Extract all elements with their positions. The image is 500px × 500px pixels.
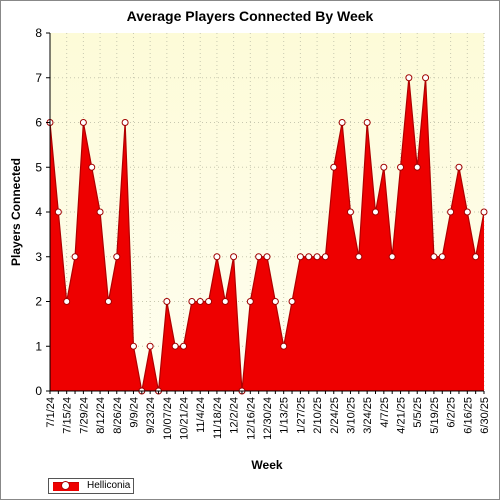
x-tick-label: 6/30/25 bbox=[479, 397, 491, 434]
data-point bbox=[430, 253, 438, 261]
legend-marker bbox=[61, 481, 70, 490]
data-point bbox=[397, 163, 405, 171]
data-point bbox=[96, 208, 104, 216]
chart-title: Average Players Connected By Week bbox=[126, 8, 374, 24]
data-point bbox=[221, 298, 229, 305]
legend-entry-helliconia: Helliconia bbox=[87, 480, 131, 491]
data-point bbox=[180, 342, 188, 350]
x-axis-label: Week bbox=[251, 458, 283, 472]
data-point bbox=[255, 253, 263, 261]
y-tick-label: 8 bbox=[35, 26, 42, 40]
data-point bbox=[288, 298, 296, 305]
x-tick-label: 8/12/24 bbox=[95, 397, 107, 434]
x-tick-label: 7/1/24 bbox=[45, 397, 57, 428]
data-point bbox=[205, 298, 213, 305]
data-point bbox=[321, 253, 329, 261]
data-point bbox=[71, 253, 79, 261]
x-tick-label: 9/9/24 bbox=[128, 397, 140, 428]
x-tick-label: 2/10/25 bbox=[312, 397, 324, 434]
data-point bbox=[438, 253, 446, 261]
data-point bbox=[129, 342, 137, 350]
x-tick-label: 11/4/24 bbox=[195, 397, 207, 433]
data-point bbox=[121, 119, 129, 126]
x-tick-label: 10/21/24 bbox=[179, 397, 191, 440]
x-tick-label: 7/15/24 bbox=[62, 397, 74, 434]
data-point bbox=[372, 208, 379, 216]
data-point bbox=[355, 253, 363, 261]
data-point bbox=[163, 298, 171, 305]
data-point bbox=[113, 253, 121, 261]
x-tick-label: 12/30/24 bbox=[262, 397, 274, 440]
y-axis-label: Players Connected bbox=[9, 157, 23, 267]
data-point bbox=[88, 163, 96, 171]
x-tick-label: 5/5/25 bbox=[412, 397, 424, 428]
y-tick-label: 5 bbox=[35, 160, 42, 174]
y-tick-label: 6 bbox=[35, 116, 42, 130]
axes: 0 1 2 3 4 5 6 7 8 7/1/24 7/15/24 7/29/24 8/12/24 8/26… bbox=[35, 26, 491, 440]
data-point bbox=[313, 253, 321, 261]
data-point bbox=[380, 163, 388, 171]
x-tick-label: 7/29/24 bbox=[78, 397, 90, 434]
data-point bbox=[305, 253, 313, 261]
data-point bbox=[213, 253, 221, 261]
x-tick-label: 11/18/24 bbox=[212, 397, 224, 439]
x-tick-label: 1/13/25 bbox=[279, 397, 291, 434]
data-point bbox=[388, 253, 396, 261]
marker-layer bbox=[46, 74, 488, 395]
data-point bbox=[422, 74, 430, 82]
data-point bbox=[296, 253, 304, 261]
data-point bbox=[447, 208, 455, 216]
data-point bbox=[480, 208, 488, 216]
x-tick-label: 3/10/25 bbox=[345, 397, 357, 434]
y-tick-label: 7 bbox=[35, 71, 42, 85]
data-point bbox=[104, 298, 112, 305]
x-tick-label: 10/07/24 bbox=[162, 397, 174, 440]
legend: Helliconia bbox=[48, 478, 134, 494]
y-tick-label: 3 bbox=[35, 250, 42, 264]
y-tick-label: 2 bbox=[35, 295, 42, 309]
data-point bbox=[338, 119, 346, 126]
x-tick-label: 2/24/25 bbox=[329, 397, 341, 434]
x-tick-label: 6/16/25 bbox=[462, 397, 474, 434]
data-point bbox=[54, 208, 62, 216]
data-point bbox=[363, 119, 371, 126]
x-tick-label: 5/19/25 bbox=[429, 397, 441, 434]
data-point bbox=[196, 298, 204, 305]
x-tick-label: 9/23/24 bbox=[145, 397, 157, 434]
data-point bbox=[346, 208, 354, 216]
data-point bbox=[271, 298, 279, 305]
y-tick-label: 4 bbox=[35, 205, 42, 219]
data-point bbox=[263, 253, 271, 261]
x-tick-label: 8/26/24 bbox=[112, 397, 124, 434]
x-tick-label: 4/21/25 bbox=[396, 397, 408, 434]
x-tick-label: 1/27/25 bbox=[295, 397, 307, 434]
x-tick-label: 12/2/24 bbox=[229, 397, 241, 434]
data-point bbox=[330, 163, 338, 171]
data-point bbox=[246, 298, 254, 305]
data-point bbox=[230, 253, 238, 261]
data-point bbox=[63, 298, 71, 305]
x-tick-label: 6/2/25 bbox=[446, 397, 458, 428]
data-point bbox=[188, 298, 196, 305]
x-tick-label: 12/16/24 bbox=[245, 397, 257, 440]
data-point bbox=[472, 253, 480, 261]
y-tick-label: 0 bbox=[35, 384, 42, 398]
data-point bbox=[79, 119, 87, 126]
data-point bbox=[455, 163, 463, 171]
data-point bbox=[463, 208, 471, 216]
data-point bbox=[405, 74, 413, 82]
x-tick-label: 3/24/25 bbox=[362, 397, 374, 434]
x-tick-label: 4/7/25 bbox=[379, 397, 391, 428]
series-area-helliconia bbox=[50, 77, 484, 391]
data-point bbox=[280, 342, 288, 350]
data-point bbox=[171, 342, 179, 350]
data-point bbox=[413, 163, 421, 171]
data-point bbox=[146, 342, 154, 350]
y-tick-label: 1 bbox=[35, 339, 42, 353]
